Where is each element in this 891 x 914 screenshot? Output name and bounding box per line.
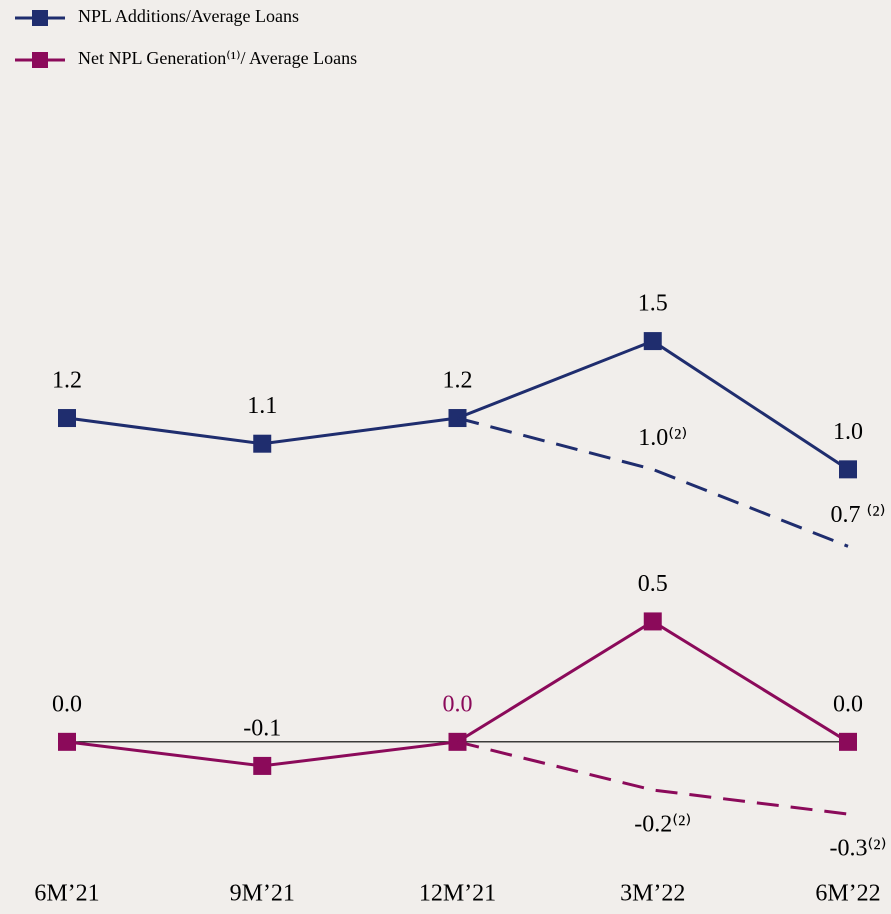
value-label: -0.3⁽²⁾ [830, 836, 887, 862]
marker [253, 756, 272, 775]
legend-marker [32, 52, 48, 68]
value-label: -0.1 [243, 715, 281, 741]
value-label: 0.0 [443, 691, 473, 717]
x-tick-label: 12M’21 [419, 881, 496, 907]
value-label: -0.2⁽²⁾ [634, 812, 691, 838]
dashed-line [457, 740, 849, 816]
x-tick-label: 6M’22 [815, 881, 880, 907]
value-label: 1.0 [833, 419, 863, 445]
marker [839, 460, 857, 479]
legend-label: NPL Additions/Average Loans [78, 6, 299, 26]
legend-label: Net NPL Generation⁽¹⁾/ Average Loans [78, 48, 357, 68]
value-label: 1.1 [247, 393, 277, 419]
marker [643, 612, 662, 631]
value-label: 0.5 [638, 571, 668, 597]
legend-marker [32, 10, 48, 26]
marker [839, 732, 857, 751]
value-label: 1.0⁽²⁾ [638, 425, 687, 451]
value-label: 0.7 ⁽²⁾ [831, 502, 886, 528]
marker [253, 434, 272, 453]
marker [58, 409, 76, 428]
value-label: 0.0 [833, 691, 863, 717]
marker [643, 332, 662, 351]
marker [58, 732, 76, 751]
value-label: 1.2 [52, 368, 82, 394]
value-label: 0.0 [52, 691, 82, 717]
x-tick-label: 3M’22 [620, 881, 685, 907]
line [66, 339, 849, 471]
x-tick-label: 9M’21 [230, 881, 295, 907]
dashed-line [457, 416, 849, 548]
value-label: 1.2 [443, 368, 473, 394]
x-tick-label: 6M’21 [34, 881, 99, 907]
value-label: 1.5 [638, 291, 668, 317]
